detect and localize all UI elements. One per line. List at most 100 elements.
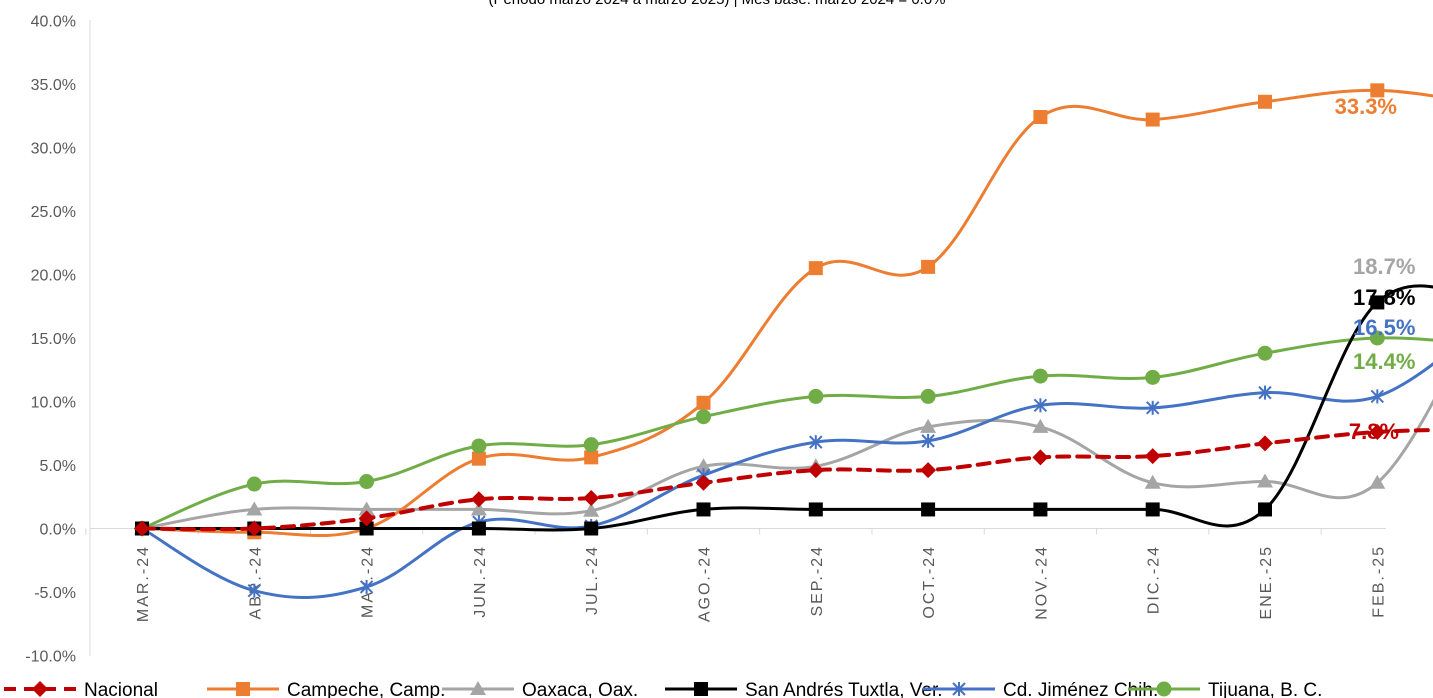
data-point <box>359 474 375 490</box>
data-point <box>1033 502 1048 517</box>
data-point <box>808 388 824 404</box>
y-tick-label: 30.0% <box>31 141 76 158</box>
x-tick-label: ENE.-25 <box>1258 545 1275 619</box>
data-point <box>1257 473 1273 488</box>
data-point <box>1369 330 1385 346</box>
data-point <box>470 491 487 508</box>
end-labels: 7.8% 33.3% 18.7% 17.8% 16.5% 14.4% <box>1335 94 1416 444</box>
series-tijuana-b-c <box>134 330 1433 536</box>
legend-marker <box>32 681 48 697</box>
data-point <box>696 395 711 410</box>
end-value-label: 18.7% <box>1353 254 1415 279</box>
data-point <box>247 583 262 598</box>
axes: 40.0% 35.0% 30.0% 25.0% 20.0% 15.0% 10.0% 5.0% 0… <box>25 14 1387 666</box>
x-tick-label: SEP.-24 <box>809 545 826 617</box>
data-point <box>920 462 937 479</box>
data-point <box>1145 112 1160 127</box>
data-point <box>696 502 711 517</box>
series-oaxaca-oax <box>134 398 1433 535</box>
y-tick-label: -5.0% <box>34 585 76 602</box>
data-point <box>583 502 600 517</box>
data-point <box>246 520 263 537</box>
y-tick-label: 25.0% <box>31 204 76 221</box>
data-point <box>695 474 712 491</box>
data-point <box>359 521 374 536</box>
data-point <box>1032 418 1049 433</box>
data-point <box>920 418 937 433</box>
data-point <box>246 476 262 492</box>
data-point <box>358 510 375 527</box>
data-point <box>1144 474 1161 489</box>
data-point <box>921 502 936 517</box>
data-point <box>1033 110 1048 125</box>
end-value-label: 17.8% <box>1353 285 1415 310</box>
data-point <box>471 438 487 454</box>
data-point <box>358 501 375 516</box>
data-point <box>1258 502 1272 517</box>
data-point <box>921 433 935 448</box>
series-line-oaxaca-oax <box>140 398 1433 530</box>
data-point <box>359 579 374 594</box>
legend-item-tijuana-b-c: Tijuana, B. C. <box>1128 680 1322 698</box>
legend-marker <box>470 681 486 695</box>
legend-label: Nacional <box>84 680 158 698</box>
legend-marker <box>236 682 250 696</box>
data-point <box>1033 398 1048 413</box>
x-tick-label: NOV.-24 <box>1033 545 1050 620</box>
data-point <box>584 521 599 536</box>
y-tick-label: 5.0% <box>40 458 76 475</box>
data-point <box>134 520 150 537</box>
legend-label: Oaxaca, Oax. <box>522 680 638 698</box>
data-point <box>1145 400 1160 415</box>
data-point <box>1032 368 1048 384</box>
end-value-label: 7.8% <box>1349 419 1399 444</box>
series-nacional <box>134 423 1433 537</box>
series-line-san-andres-tuxtla-ver <box>140 284 1433 532</box>
series-layer <box>134 83 1433 600</box>
x-tick-label: ABR.-24 <box>247 545 264 619</box>
x-tick-label: DIC.-24 <box>1146 545 1163 614</box>
data-point <box>1257 345 1273 361</box>
data-point <box>807 462 824 479</box>
x-tick-label: MAY.-24 <box>360 545 377 618</box>
data-point <box>583 437 599 453</box>
y-tick-label: 20.0% <box>31 268 76 285</box>
legend-marker <box>694 682 708 696</box>
data-point <box>584 450 599 465</box>
legend-marker <box>1156 681 1172 697</box>
legend-item-san-andres-tuxtla-ver: San Andrés Tuxtla, Ver. <box>665 680 943 698</box>
y-tick-label: -10.0% <box>25 649 76 666</box>
y-tick-label: 0.0% <box>40 522 76 539</box>
series-line-nacional <box>140 428 1433 532</box>
data-point <box>1370 295 1385 310</box>
y-tick-label: 15.0% <box>31 331 76 348</box>
legend-label: Cd. Jiménez Chih. <box>1003 680 1158 698</box>
chart-subtitle: (Periodo marzo 2024 a marzo 2025) | Mes … <box>488 0 945 8</box>
legend: Nacional Campeche, Camp. Oaxaca, Oax. San A… <box>4 680 1322 698</box>
x-tick-label: JUL.-24 <box>584 545 601 615</box>
data-point <box>921 259 936 274</box>
x-tick-label: OCT.-24 <box>921 545 938 619</box>
data-point <box>246 501 263 516</box>
data-point <box>471 451 486 466</box>
data-point <box>1145 369 1161 385</box>
x-tick-label: JUN.-24 <box>472 545 489 618</box>
data-point <box>471 521 486 536</box>
series-san-andres-tuxtla-ver <box>135 284 1433 536</box>
data-point <box>1258 385 1272 400</box>
data-point <box>1369 423 1386 440</box>
data-point <box>696 409 711 425</box>
data-point <box>809 435 823 450</box>
data-point <box>1258 94 1272 109</box>
legend-marker <box>952 682 966 696</box>
legend-item-nacional: Nacional <box>4 680 158 698</box>
x-tick-label: MAR.-24 <box>135 545 152 622</box>
data-point <box>1145 502 1160 517</box>
series-line-cd-jimenez-chih <box>140 362 1433 600</box>
legend-item-cd-jimenez-chih: Cd. Jiménez Chih. <box>923 680 1158 698</box>
legend-item-oaxaca-oax: Oaxaca, Oax. <box>442 680 638 698</box>
data-point <box>808 502 823 517</box>
legend-label: Tijuana, B. C. <box>1208 680 1322 698</box>
data-point <box>1032 449 1049 466</box>
data-point <box>1144 448 1161 465</box>
